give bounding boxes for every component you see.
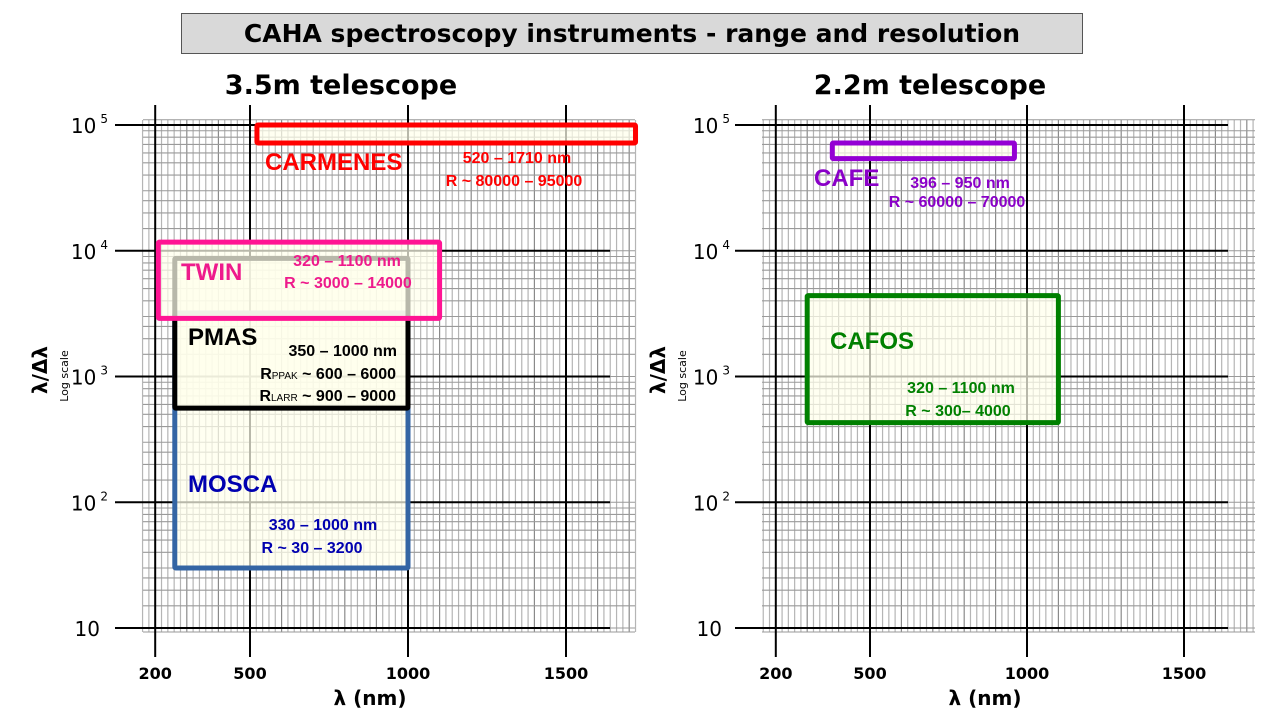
spec-text: 396 – 950 nm xyxy=(910,175,1010,192)
instrument-carmenes xyxy=(254,122,639,146)
instrument-name-mosca: MOSCA xyxy=(188,471,277,498)
x-tick-label: 1500 xyxy=(544,664,589,683)
spec-text: 330 – 1000 nm xyxy=(269,517,378,534)
y-tick-exponent: 5 xyxy=(722,112,730,126)
instrument-cafos xyxy=(804,293,1061,426)
range-box-cafos xyxy=(804,293,1061,426)
x-tick-label: 500 xyxy=(233,664,266,683)
x-tick-label: 200 xyxy=(759,664,792,683)
instrument-cafe xyxy=(829,140,1017,162)
y-tick-label: 10 5 xyxy=(71,112,108,138)
y-tick-base: 10 xyxy=(71,491,96,515)
y-axis-note: Log scale xyxy=(58,350,71,402)
spec-text: R ~ 80000 – 95000 xyxy=(446,173,583,190)
y-tick-base: 10 xyxy=(697,617,722,641)
y-tick-base: 10 xyxy=(693,366,718,390)
spec-text: R ~ 30 – 3200 xyxy=(262,540,363,557)
y-tick-exponent: 3 xyxy=(100,364,108,378)
y-tick-base: 10 xyxy=(693,491,718,515)
y-tick-base: 10 xyxy=(693,240,718,264)
y-axis-label: λ/Δλ xyxy=(646,346,670,394)
chart-panel-1: 2.2m telescope 10 5 10 4 10 3 10 2 10 200 500 1000 15… xyxy=(646,70,1255,710)
y-tick-label: 10 3 xyxy=(693,364,730,390)
range-box-twin xyxy=(155,239,443,321)
y-tick-label: 10 4 xyxy=(693,238,730,264)
spec-text: 320 – 1100 nm xyxy=(907,380,1015,397)
panel-title: 3.5m telescope xyxy=(225,70,457,101)
instrument-spec-mosca: 330 – 1000 nm xyxy=(269,517,378,534)
instrument-name-twin: TWIN xyxy=(181,259,242,286)
instrument-spec-twin: 320 – 1100 nm xyxy=(293,253,401,270)
y-tick-exponent: 3 xyxy=(722,364,730,378)
instrument-spec-pmas: RPPAK ~ 600 – 6000 xyxy=(260,366,396,383)
instrument-spec-twin: R ~ 3000 – 14000 xyxy=(284,275,412,292)
spec-text: 520 – 1710 nm xyxy=(463,150,572,167)
y-tick-label: 10 3 xyxy=(71,364,108,390)
range-box-carmenes xyxy=(254,122,639,146)
y-tick-base: 10 xyxy=(75,617,100,641)
instrument-spec-mosca: R ~ 30 – 3200 xyxy=(262,540,363,557)
y-tick-base: 10 xyxy=(71,240,96,264)
x-tick-label: 200 xyxy=(138,664,171,683)
y-tick-label: 10 4 xyxy=(71,238,108,264)
y-tick-label: 10 2 xyxy=(693,489,730,515)
x-tick-label: 1000 xyxy=(386,664,431,683)
spec-text: R ~ 3000 – 14000 xyxy=(284,275,412,292)
spec-text: 350 – 1000 nm xyxy=(288,343,397,360)
instrument-spec-carmenes: R ~ 80000 – 95000 xyxy=(446,173,583,190)
panel-title: 2.2m telescope xyxy=(814,70,1046,101)
y-tick-exponent: 2 xyxy=(722,489,730,503)
resolution-symbol: R xyxy=(260,366,272,383)
y-tick-label: 10 5 xyxy=(693,112,730,138)
range-box-cafe xyxy=(829,140,1017,162)
spec-text: R ~ 60000 – 70000 xyxy=(889,194,1026,211)
figure-title: CAHA spectroscopy instruments - range an… xyxy=(181,13,1083,54)
instrument-name-cafe: CAFE xyxy=(814,165,879,192)
y-tick-base: 10 xyxy=(693,114,718,138)
y-axis-label: λ/Δλ xyxy=(28,346,52,394)
resolution-symbol: R xyxy=(259,388,271,405)
spec-text: R ~ 300– 4000 xyxy=(905,403,1011,420)
instrument-name-carmenes: CARMENES xyxy=(265,149,402,176)
y-tick-base: 10 xyxy=(71,114,96,138)
y-tick-label: 10 2 xyxy=(71,489,108,515)
spec-text: ~ 900 – 9000 xyxy=(298,388,396,405)
y-tick-label: 10 xyxy=(75,617,100,641)
instrument-spec-cafe: 396 – 950 nm xyxy=(910,175,1010,192)
instrument-spec-carmenes: 520 – 1710 nm xyxy=(463,150,572,167)
instrument-spec-cafe: R ~ 60000 – 70000 xyxy=(889,194,1026,211)
instrument-name-pmas: PMAS xyxy=(188,324,257,351)
y-tick-base: 10 xyxy=(71,366,96,390)
x-tick-label: 1500 xyxy=(1162,664,1207,683)
instrument-spec-pmas: RLARR ~ 900 – 9000 xyxy=(259,388,396,405)
x-tick-label: 1000 xyxy=(1005,664,1050,683)
resolution-mode-subscript: LARR xyxy=(271,393,298,404)
x-axis-label: λ (nm) xyxy=(949,686,1022,710)
chart-panel-0: 3.5m telescope 10 5 10 4 10 3 10 2 10 200 500 1000 15… xyxy=(28,70,639,710)
x-tick-label: 500 xyxy=(853,664,886,683)
instrument-spec-pmas: 350 – 1000 nm xyxy=(288,343,397,360)
y-tick-exponent: 4 xyxy=(722,238,730,252)
resolution-mode-subscript: PPAK xyxy=(272,371,298,382)
instrument-spec-cafos: R ~ 300– 4000 xyxy=(905,403,1011,420)
spec-text: 320 – 1100 nm xyxy=(293,253,401,270)
instrument-name-cafos: CAFOS xyxy=(830,328,914,355)
y-tick-exponent: 5 xyxy=(100,112,108,126)
y-tick-label: 10 xyxy=(697,617,722,641)
spec-text: ~ 600 – 6000 xyxy=(298,366,396,383)
y-tick-exponent: 2 xyxy=(100,489,108,503)
instrument-spec-cafos: 320 – 1100 nm xyxy=(907,380,1015,397)
instrument-twin xyxy=(155,239,443,321)
y-tick-exponent: 4 xyxy=(100,238,108,252)
x-axis-label: λ (nm) xyxy=(334,686,407,710)
y-axis-note: Log scale xyxy=(676,350,689,402)
